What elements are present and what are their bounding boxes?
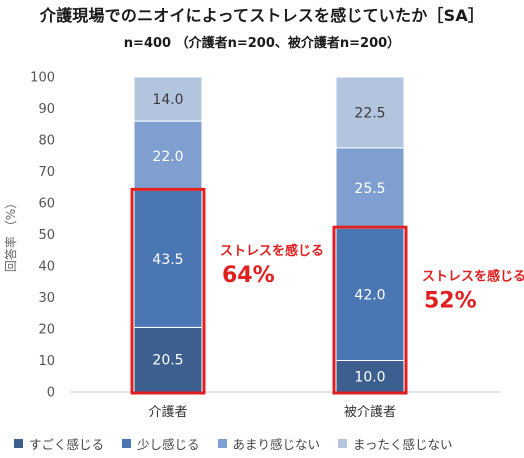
y-tick-label: 50 [38,228,55,243]
annotation-text: ストレスを感じる [422,269,524,285]
bar-value-label: 25.5 [354,181,385,197]
y-tick-label: 80 [38,134,55,149]
annotation-value: 64% [222,263,275,288]
bar-value-label: 22.0 [152,149,183,165]
chart-title: 介護現場でのニオイによってストレスを感じていたか［SA］ [39,6,485,25]
legend-item: 少し感じる [122,434,200,453]
chart-legend: すごく感じる 少し感じる あまり感じない まったく感じない [14,434,524,453]
legend-item: あまり感じない [217,434,321,453]
bar-value-label: 43.5 [152,252,183,268]
y-tick-label: 60 [38,197,55,212]
bar-segment [133,120,203,191]
legend-item: すごく感じる [14,434,104,453]
bar-segment [335,360,405,393]
bar-segment [133,326,203,393]
bar-value-label: 10.0 [354,369,385,385]
y-tick-label: 20 [38,323,55,338]
legend-label: あまり感じない [232,437,321,452]
y-tick-label: 40 [38,260,55,275]
bar-value-label: 20.5 [152,353,183,369]
legend-item: まったく感じない [338,434,453,453]
legend-swatch [14,439,23,448]
legend-label: 少し感じる [137,437,200,452]
bar-segment [335,147,405,229]
y-axis-label: 回答率 （%） [3,197,18,272]
highlight-box [332,225,408,395]
bar-value-label: 22.5 [354,105,385,121]
bar-value-label: 14.0 [152,92,183,108]
bar-value-label: 42.0 [354,287,385,303]
bar-segment [133,76,203,122]
legend-swatch [217,439,227,448]
y-tick-label: 10 [38,354,55,369]
highlight-box [130,187,206,395]
category-label: 介護者 [148,404,187,420]
stacked-bar-chart: 0 10 20 30 40 50 60 70 80 90 100 回答率 （%） 20.5 43.5 22.… [3,71,524,421]
chart-subtitle: n=400 （介護者n=200、被介護者n=200） [123,36,401,51]
y-tick-label: 30 [38,291,55,306]
annotation-text: ストレスを感じる [220,243,324,259]
bar-segment [335,227,405,361]
y-tick-label: 70 [38,165,55,180]
legend-label: まったく感じない [353,437,453,452]
legend-swatch [338,439,348,448]
legend-label: すごく感じる [29,437,105,452]
y-tick-label: 0 [47,386,55,401]
y-tick-label: 90 [38,102,55,117]
legend-swatch [122,439,132,448]
bar-segment [335,76,405,149]
annotation-value: 52% [424,289,477,314]
category-label: 被介護者 [344,404,396,420]
y-tick-label: 100 [30,71,55,86]
